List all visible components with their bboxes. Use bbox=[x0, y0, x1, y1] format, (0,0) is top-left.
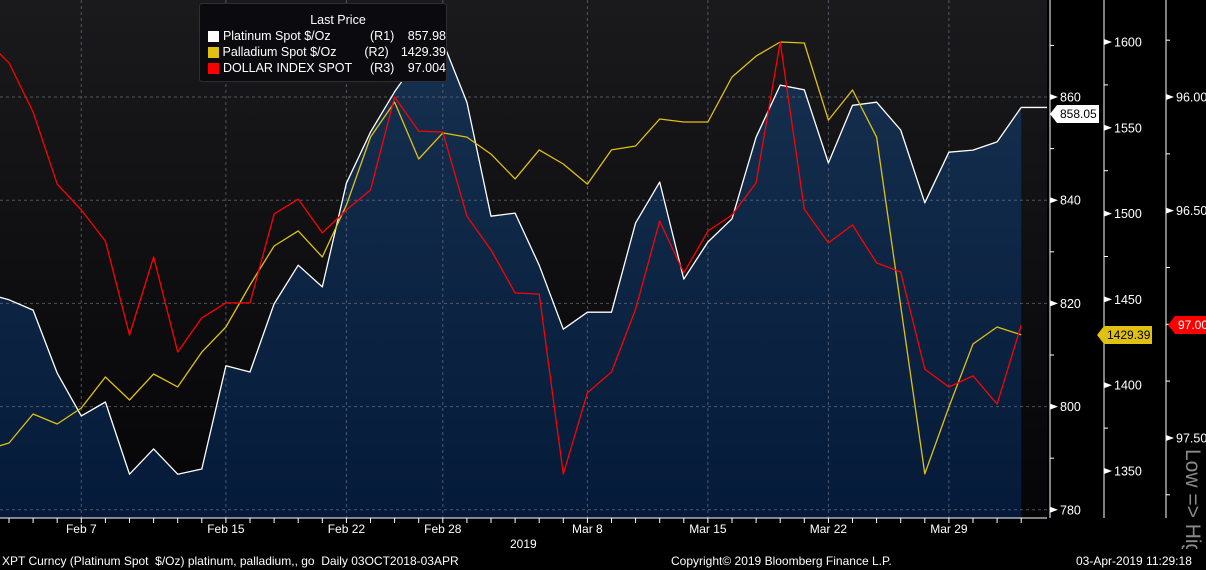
r1-tick-label: 820 bbox=[1060, 297, 1081, 311]
legend-value: 1429.39 bbox=[400, 45, 446, 59]
r2-tick-label: 1600 bbox=[1114, 36, 1142, 50]
r3-tick-label: 97.500 bbox=[1176, 431, 1206, 445]
r2-tick-label: 1450 bbox=[1114, 293, 1142, 307]
palladium-series-line bbox=[0, 41, 1022, 475]
r1-tick-label: 780 bbox=[1060, 503, 1081, 517]
footer-security-description: XPT Curncy (Platinum Spot $/Oz) platinum… bbox=[2, 554, 459, 568]
palladium-last-price-tag: 1429.39 bbox=[1096, 326, 1153, 344]
legend-swatch-red bbox=[208, 62, 219, 74]
x-axis-year-label: 2019 bbox=[510, 537, 537, 551]
footer-copyright: Copyright© 2019 Bloomberg Finance L.P. bbox=[671, 554, 892, 568]
r2-tick-label: 1550 bbox=[1114, 121, 1142, 135]
legend-axis: (R3) bbox=[370, 61, 395, 75]
r3-tick-marker bbox=[1166, 434, 1174, 441]
x-tick-label: Mar 15 bbox=[689, 522, 727, 536]
r1-tick-marker bbox=[1050, 197, 1058, 204]
r2-tick-marker bbox=[1104, 296, 1112, 303]
legend-item-dollar-index: DOLLAR INDEX SPOT (R3) 97.004 bbox=[200, 60, 446, 76]
r2-tick-marker bbox=[1104, 382, 1112, 389]
legend-label: Platinum Spot $/Oz bbox=[222, 29, 331, 43]
platinum-series-line bbox=[0, 41, 1022, 475]
r2-tick-marker bbox=[1104, 210, 1112, 217]
x-tick-label: Feb 15 bbox=[207, 522, 245, 536]
footer-timestamp: 03-Apr-2019 11:29:18 bbox=[1076, 554, 1192, 568]
legend-item-palladium: Palladium Spot $/Oz (R2) 1429.39 bbox=[200, 44, 446, 60]
r3-tick-marker bbox=[1166, 94, 1174, 100]
r1-tick-label: 800 bbox=[1060, 400, 1081, 414]
r1-tick-label: 840 bbox=[1060, 194, 1081, 208]
legend: Last Price Platinum Spot $/Oz (R1) 857.9… bbox=[199, 3, 447, 82]
x-tick-label: Mar 8 bbox=[572, 522, 603, 536]
legend-value: 857.98 bbox=[407, 29, 447, 43]
r1-tick-marker bbox=[1050, 300, 1058, 307]
r2-tick-label: 1500 bbox=[1114, 207, 1142, 221]
r1-tick-label: 860 bbox=[1060, 91, 1081, 105]
legend-label: Palladium Spot $/Oz bbox=[222, 45, 337, 59]
dollar-index-last-price-tag: 97.006 bbox=[1168, 316, 1206, 334]
platinum-area-fill bbox=[0, 41, 1022, 518]
r3-axis-inverted-label: Low => High bbox=[1181, 449, 1204, 549]
x-tick-label: Mar 29 bbox=[930, 522, 968, 536]
r2-tick-label: 1400 bbox=[1114, 379, 1142, 393]
r2-tick-label: 1350 bbox=[1114, 465, 1142, 479]
platinum-last-price-tag: 858.05 bbox=[1050, 105, 1099, 123]
legend-swatch-yellow bbox=[208, 46, 219, 58]
r1-tick-marker bbox=[1050, 506, 1058, 513]
legend-value: 97.004 bbox=[407, 61, 447, 75]
r3-tick-label: 96.000 bbox=[1176, 91, 1206, 105]
r3-tick-marker bbox=[1166, 207, 1174, 214]
r2-tick-marker bbox=[1104, 468, 1112, 474]
r1-tick-marker bbox=[1050, 403, 1058, 410]
legend-swatch-white bbox=[208, 30, 219, 42]
x-tick-label: Feb 7 bbox=[66, 522, 97, 536]
r3-tick-label: 96.500 bbox=[1176, 204, 1206, 218]
x-tick-label: Feb 28 bbox=[424, 522, 462, 536]
r2-tick-marker bbox=[1104, 39, 1112, 45]
legend-axis: (R1) bbox=[370, 29, 395, 43]
legend-label: DOLLAR INDEX SPOT bbox=[222, 61, 353, 75]
x-tick-label: Mar 22 bbox=[810, 522, 848, 536]
r2-tick-marker bbox=[1104, 124, 1112, 131]
x-tick-label: Feb 22 bbox=[328, 522, 366, 536]
legend-axis: (R2) bbox=[364, 45, 389, 59]
legend-item-platinum: Platinum Spot $/Oz (R1) 857.98 bbox=[200, 28, 446, 44]
dollar-index-series-line bbox=[0, 41, 1022, 475]
r1-tick-marker bbox=[1050, 94, 1058, 100]
legend-title: Last Price bbox=[310, 13, 366, 27]
